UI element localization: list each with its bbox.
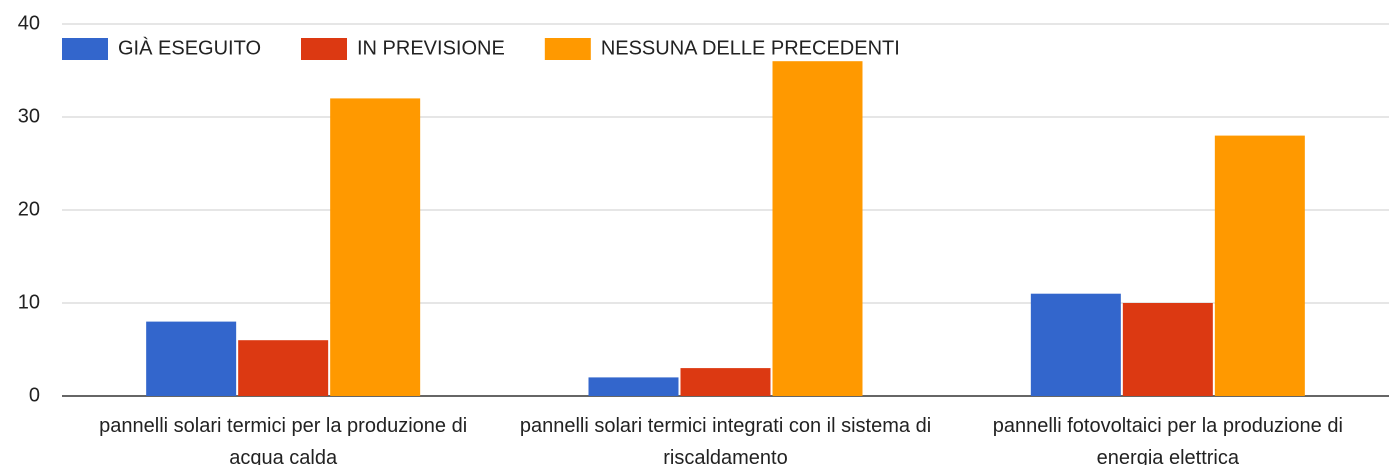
bar [238,340,329,396]
legend-swatch [544,38,591,60]
bar [1214,135,1305,396]
legend-label: IN PREVISIONE [357,37,505,59]
y-tick-label: 20 [18,198,40,220]
bar [1030,293,1121,396]
y-tick-label: 0 [29,384,40,406]
legend-label: GIÀ ESEGUITO [118,36,261,59]
bar [330,98,421,397]
bar [1122,303,1213,396]
bar [588,377,679,396]
x-tick-label: pannelli fotovoltaici per la produzione … [992,415,1343,465]
bar [146,321,237,396]
y-tick-label: 10 [18,291,40,313]
y-tick-label: 30 [18,105,40,127]
legend-label: NESSUNA DELLE PRECEDENTI [601,37,900,59]
legend-swatch [301,38,347,60]
x-tick-label: pannelli solari termici integrati con il… [519,415,932,465]
bar [772,61,863,396]
y-tick-label: 40 [18,12,40,34]
legend-swatch [62,38,108,60]
x-tick-label: pannelli solari termici per la produzion… [99,415,468,465]
bar [680,368,771,396]
